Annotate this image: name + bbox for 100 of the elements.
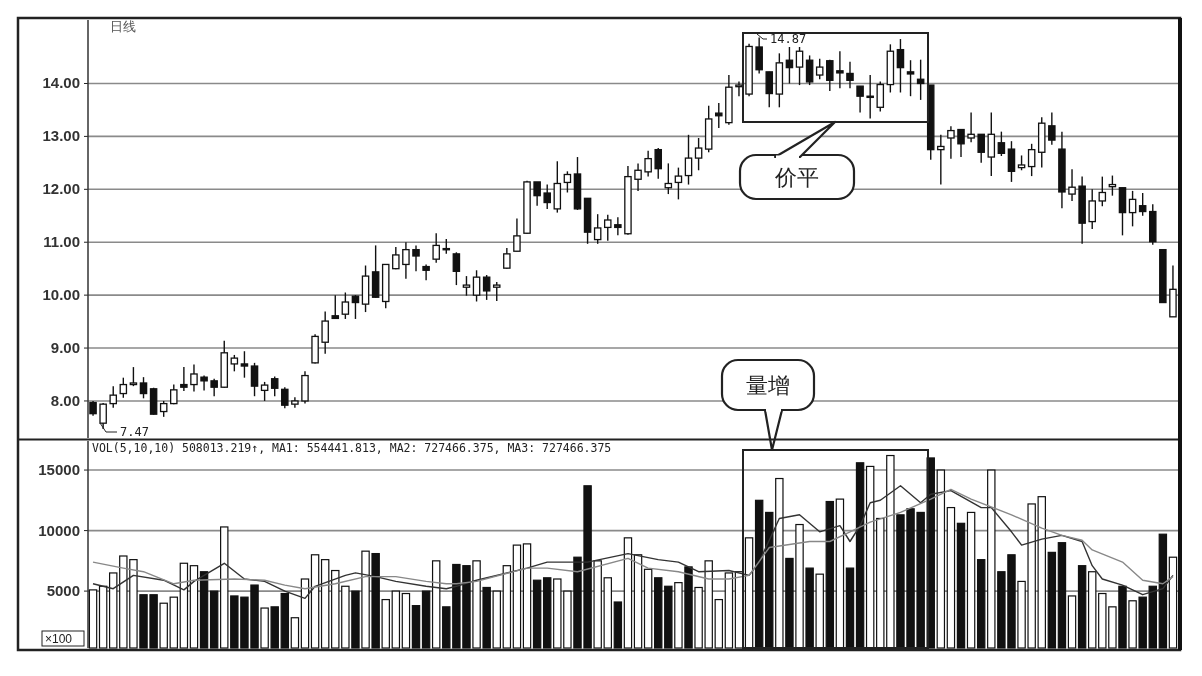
y-tick-label: 5000 bbox=[46, 582, 80, 600]
candlestick bbox=[139, 376, 148, 400]
bar bbox=[754, 499, 764, 649]
y-tick-label: 13.00 bbox=[42, 127, 80, 145]
candlestick bbox=[240, 350, 249, 379]
candlestick bbox=[603, 214, 612, 242]
candlestick bbox=[735, 80, 743, 97]
bar bbox=[98, 585, 108, 649]
bar bbox=[421, 590, 431, 649]
candlestick bbox=[906, 59, 915, 97]
bar bbox=[966, 511, 976, 649]
bar bbox=[502, 565, 512, 649]
bar bbox=[1087, 571, 1097, 649]
y-tick-label: 11.00 bbox=[43, 233, 80, 251]
bar bbox=[714, 598, 724, 649]
candlestick bbox=[856, 85, 864, 114]
bar bbox=[1158, 533, 1168, 649]
bar bbox=[1057, 542, 1067, 649]
candlestick bbox=[99, 402, 107, 430]
candlestick bbox=[543, 183, 551, 210]
candlestick bbox=[1048, 111, 1056, 146]
candlestick bbox=[1138, 192, 1147, 217]
y-tick-label: 15000 bbox=[38, 461, 80, 479]
candlestick bbox=[836, 50, 844, 89]
annotation: VOL(5,10,10) 508013.219↑, MA1: 554441.813, MA2: 727466.375, MA3: 727466.375 bbox=[92, 441, 612, 455]
y-tick-label: 14.00 bbox=[42, 74, 80, 92]
candlestick bbox=[503, 247, 511, 270]
bar bbox=[976, 559, 986, 649]
bar bbox=[1077, 565, 1087, 649]
y-tick-label: 12.00 bbox=[42, 180, 80, 198]
candlestick bbox=[634, 162, 642, 192]
candlestick bbox=[422, 263, 430, 282]
annotation: 价平 bbox=[774, 164, 819, 190]
bar bbox=[855, 462, 865, 649]
bar bbox=[613, 601, 623, 649]
candlestick bbox=[967, 111, 975, 143]
candlestick bbox=[614, 216, 622, 237]
bar bbox=[320, 559, 330, 649]
candlestick bbox=[321, 310, 329, 355]
candlestick bbox=[119, 376, 128, 399]
candlestick bbox=[482, 274, 491, 301]
candlestick bbox=[684, 134, 693, 186]
candlestick bbox=[129, 366, 138, 387]
y-tick-label: 8.00 bbox=[50, 391, 80, 409]
candlestick bbox=[997, 130, 1006, 157]
candlestick bbox=[260, 381, 269, 402]
bar bbox=[209, 590, 219, 649]
candlestick bbox=[957, 128, 965, 158]
candlestick bbox=[1088, 188, 1096, 230]
candlestick bbox=[755, 36, 763, 75]
candlestick bbox=[109, 385, 118, 409]
candlestick bbox=[593, 213, 602, 245]
candlestick bbox=[815, 57, 824, 80]
y-tick-label: 9.00 bbox=[50, 339, 80, 357]
candlestick bbox=[281, 386, 289, 410]
bar bbox=[401, 592, 411, 649]
bar bbox=[865, 465, 875, 649]
candlestick bbox=[846, 61, 854, 89]
bar bbox=[1047, 551, 1057, 649]
bar bbox=[744, 537, 754, 649]
candlestick bbox=[190, 363, 198, 393]
bar bbox=[825, 500, 835, 649]
y-tick-label: 10.00 bbox=[42, 286, 80, 304]
bar bbox=[946, 506, 956, 649]
candlestick bbox=[826, 58, 834, 92]
candlestick bbox=[674, 166, 683, 201]
bar bbox=[189, 565, 199, 649]
candlestick bbox=[876, 80, 885, 113]
bar bbox=[845, 567, 855, 649]
chart-title: 日线 bbox=[110, 19, 136, 34]
text: ×100 bbox=[45, 632, 73, 646]
bar bbox=[542, 577, 552, 649]
bar bbox=[411, 605, 421, 649]
candlestick bbox=[896, 38, 905, 94]
bar bbox=[280, 592, 290, 649]
candlestick bbox=[977, 133, 985, 164]
candlestick bbox=[462, 275, 471, 297]
candlestick bbox=[644, 149, 652, 178]
candlestick bbox=[270, 375, 279, 397]
candlestick bbox=[987, 111, 996, 177]
annotation: 7.47 bbox=[120, 425, 149, 439]
y-tick-label: 10000 bbox=[38, 521, 80, 539]
candlestick bbox=[937, 134, 945, 186]
candlestick bbox=[654, 147, 663, 180]
candlestick bbox=[805, 54, 814, 86]
candlestick bbox=[1027, 143, 1036, 177]
candlestick bbox=[1128, 190, 1137, 228]
bar bbox=[199, 571, 209, 649]
bar bbox=[522, 543, 532, 649]
bar bbox=[956, 522, 966, 649]
candlestick bbox=[452, 251, 461, 286]
candlestick bbox=[694, 137, 703, 171]
bar bbox=[724, 572, 734, 649]
bar bbox=[88, 589, 98, 649]
candlestick bbox=[947, 125, 955, 160]
candlestick bbox=[331, 294, 340, 320]
candlestick bbox=[533, 181, 541, 207]
bar bbox=[431, 560, 441, 649]
bar bbox=[300, 578, 310, 649]
bar bbox=[623, 537, 633, 649]
